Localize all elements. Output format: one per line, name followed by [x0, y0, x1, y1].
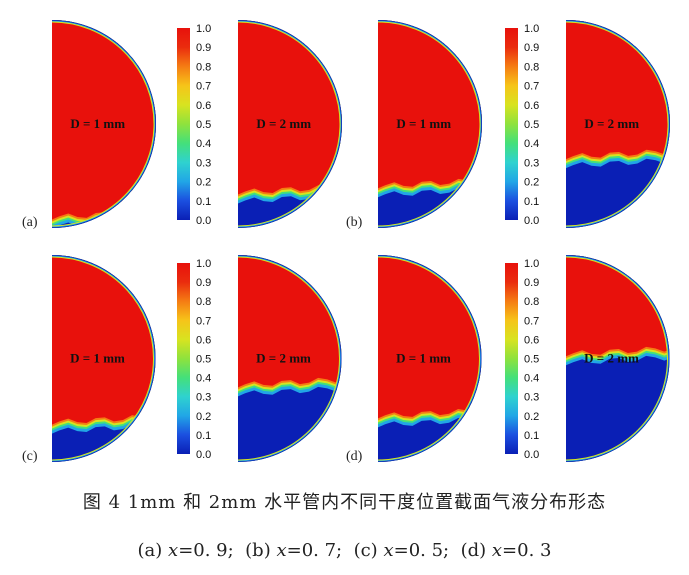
colorbar-tick-label: 0.7 [524, 315, 539, 327]
panel-letter: (b) [346, 215, 363, 230]
colorbar-tick-label: 0.2 [196, 411, 211, 423]
cross-section-1mm [52, 20, 156, 228]
colorbar-tick-label: 0.9 [196, 42, 211, 54]
colorbar-tick-label: 0.7 [196, 81, 211, 93]
colorbar-tick-label: 0.0 [196, 215, 211, 227]
caption-part-a: (a) x=0. 9; [137, 540, 234, 561]
figure-caption-conditions: (a) x=0. 9; (b) x=0. 7; (c) x=0. 5; (d) … [0, 540, 689, 561]
colorbar-tick-label: 0.2 [524, 411, 539, 423]
colorbar-tick-label: 1.0 [524, 258, 539, 270]
cross-section-1mm-label: D = 1 mm [70, 351, 125, 366]
colorbar-tick-label: 0.8 [196, 61, 211, 73]
cross-section-1mm-label: D = 1 mm [396, 116, 451, 131]
cross-section-2mm-label: D = 2 mm [256, 116, 311, 131]
cross-section-2mm-label: D = 2 mm [584, 116, 639, 131]
cross-section-2mm-label: D = 2 mm [584, 351, 639, 366]
colorbar-tick-label: 0.0 [524, 215, 539, 227]
colorbar-tick-label: 0.0 [196, 449, 211, 461]
colorbar-tick-label: 0.1 [196, 430, 211, 442]
colorbar-tick-label: 0.3 [196, 392, 211, 404]
colorbar [505, 263, 518, 454]
colorbar-tick-label: 0.7 [196, 315, 211, 327]
cross-section-1mm-label: D = 1 mm [396, 351, 451, 366]
colorbar [505, 28, 518, 220]
cross-section-1mm [378, 20, 482, 228]
colorbar [177, 263, 190, 454]
colorbar-tick-label: 0.4 [524, 138, 539, 150]
panel-b: D = 1 mm D = 2 mm 1.0 0.9 0.8 0.7 0.6 0.5 0.4 0.3… [346, 20, 670, 230]
panel-c: D = 1 mm D = 2 mm 1.0 0.9 0.8 0.7 0.6 0.5 0.4 0.3… [22, 255, 342, 464]
colorbar-tick-label: 0.0 [524, 449, 539, 461]
colorbar-tick-label: 0.6 [524, 334, 539, 346]
colorbar-tick-label: 0.5 [196, 119, 211, 131]
colorbar-tick-label: 0.8 [196, 296, 211, 308]
colorbar-tick-label: 0.3 [196, 157, 211, 169]
cross-section-1mm-label: D = 1 mm [70, 116, 125, 131]
panel-letter: (a) [22, 215, 38, 230]
colorbar-tick-label: 0.1 [524, 196, 539, 208]
colorbar [177, 28, 190, 220]
figure-caption-title: 图 4 1mm 和 2mm 水平管内不同干度位置截面气液分布形态 [82, 492, 607, 513]
caption-part-b: (b) x=0. 7; [245, 540, 343, 561]
colorbar-tick-label: 0.9 [524, 277, 539, 289]
colorbar-tick-label: 0.3 [524, 157, 539, 169]
colorbar-tick-label: 0.4 [196, 138, 211, 150]
panel-letter: (c) [22, 449, 38, 464]
colorbar-tick-label: 0.8 [524, 61, 539, 73]
colorbar-tick-label: 0.4 [196, 373, 211, 385]
colorbar-tick-label: 0.2 [524, 177, 539, 189]
colorbar-tick-label: 1.0 [196, 23, 211, 35]
colorbar-tick-label: 0.5 [524, 119, 539, 131]
colorbar-tick-label: 0.1 [196, 196, 211, 208]
panel-d: D = 1 mm D = 2 mm 1.0 0.9 0.8 0.7 0.6 0.5 0.4 0.3… [346, 255, 670, 464]
colorbar-tick-label: 0.6 [196, 100, 211, 112]
colorbar-tick-label: 0.1 [524, 430, 539, 442]
panel-letter: (d) [346, 449, 363, 464]
colorbar-tick-label: 0.6 [524, 100, 539, 112]
caption-part-c: (c) x=0. 5; [353, 540, 450, 561]
colorbar-tick-label: 1.0 [524, 23, 539, 35]
colorbar-tick-label: 0.2 [196, 177, 211, 189]
colorbar-tick-label: 0.3 [524, 392, 539, 404]
colorbar-tick-label: 0.9 [524, 42, 539, 54]
colorbar-tick-label: 0.7 [524, 81, 539, 93]
colorbar-tick-label: 0.5 [524, 354, 539, 366]
colorbar-tick-label: 0.6 [196, 334, 211, 346]
cross-section-2mm-label: D = 2 mm [256, 351, 311, 366]
simulation-figure: D = 1 mm D = 2 mm 1.0 0.9 0.8 0.7 0.6 0.5 0.4 0.3… [22, 20, 670, 464]
colorbar-tick-label: 0.5 [196, 354, 211, 366]
panel-a: D = 1 mm D = 2 mm 1.0 0.9 0.8 0.7 0.6 0.5 0.4 0.3… [22, 20, 342, 230]
colorbar-tick-label: 0.4 [524, 373, 539, 385]
caption-part-d: (d) x=0. 3 [460, 540, 552, 561]
colorbar-tick-label: 1.0 [196, 258, 211, 270]
colorbar-tick-label: 0.9 [196, 277, 211, 289]
colorbar-tick-label: 0.8 [524, 296, 539, 308]
